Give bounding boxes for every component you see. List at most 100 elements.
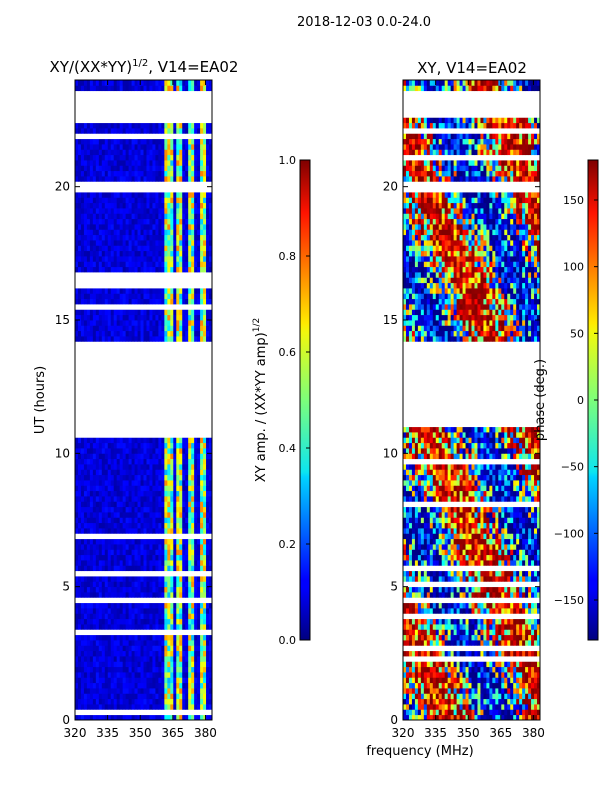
- heatmap-cell: [101, 240, 106, 246]
- heatmap-cell: [203, 474, 207, 481]
- heatmap-cell: [140, 256, 144, 262]
- heatmap-cell: [197, 448, 201, 454]
- heatmap-cell: [131, 85, 135, 92]
- heatmap-cell: [200, 224, 204, 230]
- heatmap-cell: [489, 682, 493, 689]
- heatmap-cell: [179, 677, 183, 684]
- heatmap-cell: [137, 298, 141, 305]
- heatmap-cell: [167, 218, 171, 225]
- heatmap-cell: [125, 693, 130, 700]
- heatmap-cell: [188, 581, 192, 588]
- heatmap-cell: [176, 170, 180, 177]
- heatmap-cell: [504, 650, 508, 657]
- heatmap-cell: [134, 688, 138, 694]
- heatmap-cell: [161, 480, 165, 486]
- heatmap-cell: [423, 586, 428, 593]
- heatmap-cell: [188, 480, 192, 486]
- heatmap-cell: [200, 448, 204, 454]
- heatmap-cell: [104, 165, 109, 172]
- heatmap-cell: [480, 704, 484, 710]
- heatmap-cell: [516, 714, 520, 720]
- heatmap-cell: [167, 549, 171, 556]
- heatmap-cell: [83, 309, 88, 316]
- heatmap-cell: [110, 640, 115, 646]
- heatmap-cell: [104, 336, 109, 342]
- heatmap-cell: [158, 144, 162, 150]
- heatmap-cell: [134, 581, 138, 588]
- heatmap-cell: [206, 192, 210, 198]
- heatmap-cell: [426, 672, 431, 678]
- heatmap-cell: [420, 677, 425, 684]
- heatmap-cell: [498, 618, 502, 625]
- heatmap-cell: [191, 80, 195, 86]
- heatmap-cell: [164, 688, 168, 694]
- heatmap-cell: [143, 293, 147, 300]
- heatmap-cell: [77, 512, 82, 518]
- heatmap-cell: [128, 197, 132, 204]
- heatmap-cell: [155, 549, 159, 556]
- heatmap-cell: [155, 160, 159, 166]
- heatmap-cell: [143, 128, 147, 134]
- heatmap-cell: [155, 704, 159, 710]
- heatmap-cell: [110, 517, 115, 524]
- heatmap-cell: [489, 698, 493, 705]
- heatmap-cell: [152, 245, 156, 252]
- heatmap-cell: [107, 149, 112, 156]
- heatmap-cell: [134, 256, 138, 262]
- heatmap-cell: [179, 176, 183, 182]
- heatmap-cell: [113, 624, 118, 630]
- heatmap-cell: [477, 629, 481, 636]
- heatmap-cell: [116, 293, 121, 300]
- heatmap-cell: [75, 666, 79, 673]
- heatmap-cell: [146, 714, 150, 720]
- heatmap-cell: [170, 688, 174, 694]
- heatmap-cell: [447, 618, 452, 625]
- heatmap-cell: [137, 266, 141, 273]
- heatmap-cell: [98, 490, 103, 497]
- heatmap-cell: [164, 288, 168, 294]
- heatmap-cell: [176, 704, 180, 710]
- heatmap-cell: [134, 650, 138, 657]
- heatmap-cell: [194, 314, 198, 321]
- heatmap-cell: [191, 666, 195, 673]
- heatmap-cell: [158, 224, 162, 230]
- heatmap-cell: [92, 458, 97, 465]
- heatmap-cell: [188, 522, 192, 529]
- heatmap-cell: [197, 490, 201, 497]
- heatmap-cell: [471, 570, 475, 577]
- heatmap-cell: [83, 202, 88, 209]
- heatmap-cell: [143, 549, 147, 556]
- heatmap-cell: [191, 165, 195, 172]
- heatmap-cell: [122, 245, 127, 252]
- heatmap-cell: [516, 693, 520, 700]
- heatmap-cell: [155, 197, 159, 204]
- heatmap-cell: [83, 677, 88, 684]
- heatmap-cell: [408, 666, 413, 673]
- heatmap-cell: [83, 330, 88, 337]
- heatmap-cell: [92, 650, 97, 657]
- heatmap-cell: [176, 197, 180, 204]
- heatmap-cell: [104, 560, 109, 566]
- heatmap-cell: [492, 634, 496, 641]
- flagged-row: [75, 106, 212, 113]
- heatmap-cell: [128, 618, 132, 625]
- heatmap-cell: [140, 688, 144, 694]
- heatmap-cell: [131, 197, 135, 204]
- heatmap-cell: [116, 202, 121, 209]
- heatmap-cell: [420, 586, 425, 593]
- heatmap-cell: [483, 693, 487, 700]
- heatmap-cell: [519, 592, 523, 598]
- heatmap-cell: [528, 661, 532, 668]
- heatmap-cell: [185, 448, 189, 454]
- heatmap-cell: [179, 592, 183, 598]
- heatmap-cell: [480, 709, 484, 716]
- heatmap-cell: [125, 197, 130, 204]
- heatmap-cell: [179, 261, 183, 268]
- heatmap-cell: [86, 234, 91, 241]
- heatmap-cell: [80, 474, 85, 481]
- heatmap-cell: [152, 549, 156, 556]
- heatmap-cell: [131, 165, 135, 172]
- heatmap-cell: [149, 336, 153, 342]
- heatmap-cell: [134, 592, 138, 598]
